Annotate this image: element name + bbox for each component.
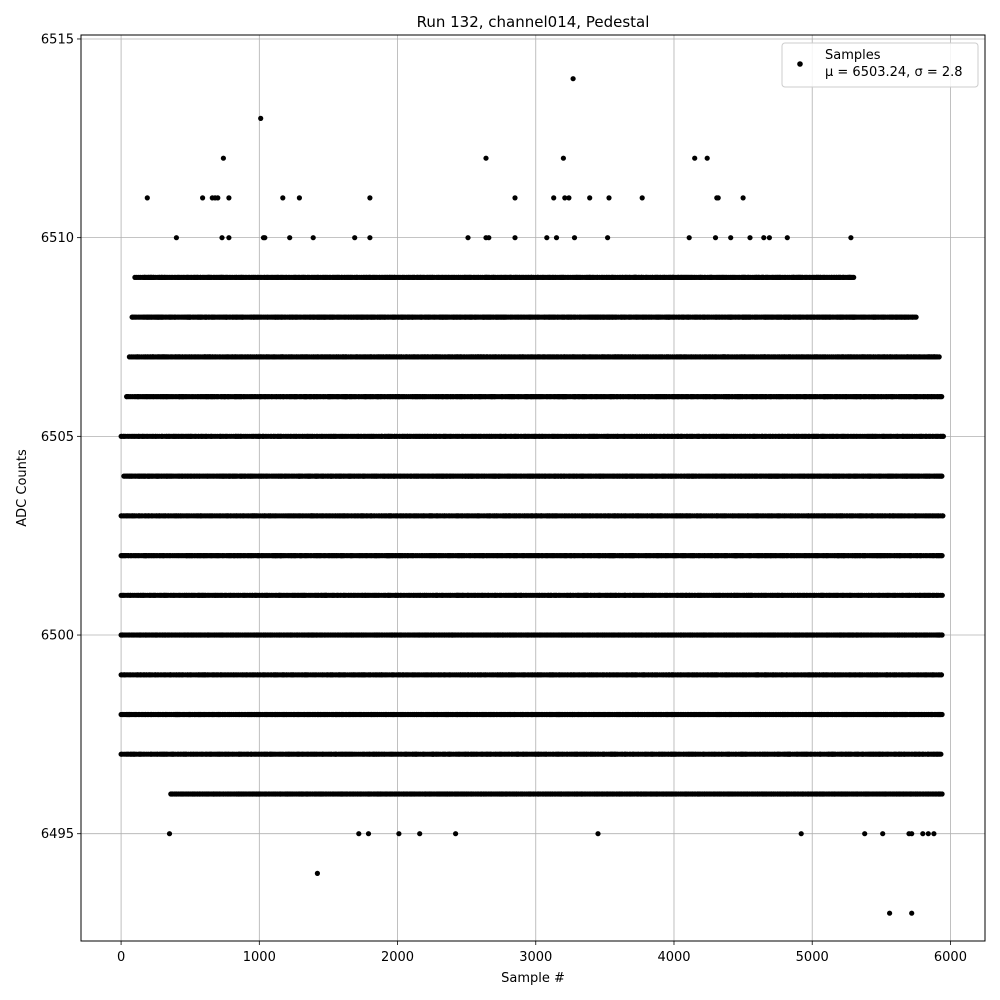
sample-point [939, 632, 945, 638]
data-points [118, 76, 947, 916]
sample-point [939, 394, 945, 400]
sample-point [939, 592, 945, 598]
sample-point [940, 433, 947, 439]
sample-point [939, 473, 945, 479]
sample-point [939, 553, 945, 559]
sample-point [940, 513, 946, 519]
